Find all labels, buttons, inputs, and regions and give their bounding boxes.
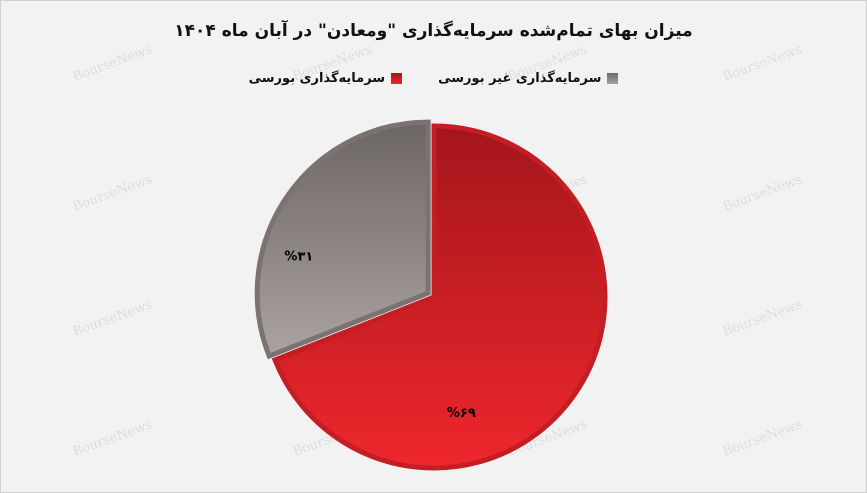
legend-item-non-bourse: سرمایه‌گذاری غیر بورسی <box>438 71 619 86</box>
chart-title: میزان بهای تمام‌شده سرمایه‌گذاری "ومعادن… <box>174 21 693 41</box>
legend-label-non-bourse: سرمایه‌گذاری غیر بورسی <box>438 71 602 86</box>
legend-swatch-non-bourse <box>607 73 619 84</box>
pie-slice-0 <box>271 123 608 471</box>
legend: سرمایه‌گذاری غیر بورسی سرمایه‌گذاری بورس… <box>1 71 866 86</box>
legend-label-bourse: سرمایه‌گذاری بورسی <box>248 71 386 86</box>
data-label-0: %۶۹ <box>447 406 476 421</box>
legend-item-bourse: سرمایه‌گذاری بورسی <box>248 71 403 86</box>
legend-swatch-bourse <box>391 73 403 84</box>
data-label-1: %۳۱ <box>284 249 313 264</box>
pie-slice-1 <box>254 119 431 360</box>
